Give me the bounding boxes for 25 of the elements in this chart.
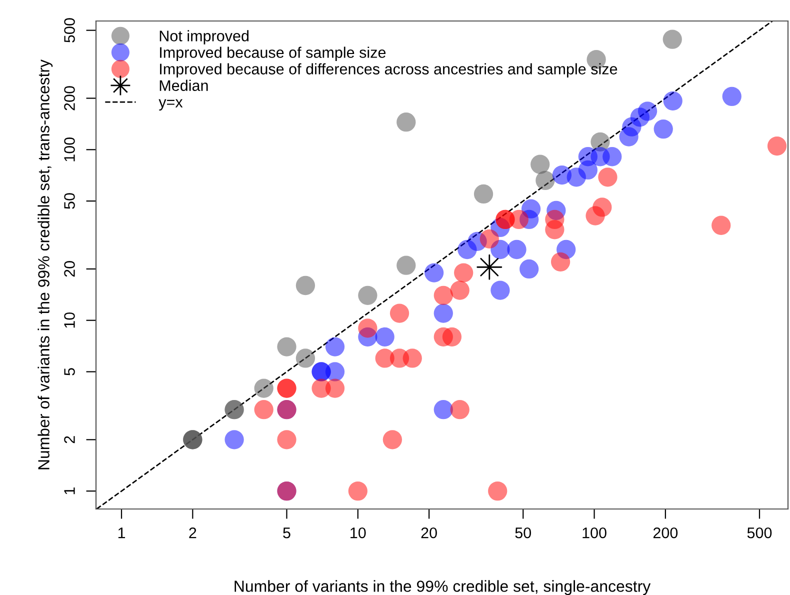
x-tick-label: 50 [515, 527, 532, 538]
legend-label: Median [160, 80, 208, 91]
x-tick-label: 200 [653, 527, 678, 538]
y-tick-label: 20 [64, 261, 75, 277]
y-tick-label: 200 [64, 86, 75, 110]
y-tick-label: 5 [64, 368, 75, 376]
legend-label: Not improved [160, 30, 249, 44]
legend-label: Improved because of differences across ancestries and sample size [160, 63, 618, 78]
x-axis-title: Number of variants in the 99% credible set, single-ancestry [234, 580, 651, 595]
y-tick-label: 50 [64, 193, 75, 209]
y-tick-label: 2 [64, 436, 75, 444]
x-tick-label: 500 [747, 527, 772, 538]
legend-label: y=x [158, 99, 183, 111]
x-tick-label: 1 [118, 528, 126, 538]
x-tick-label: 2 [189, 527, 196, 538]
x-tick-label: 5 [283, 528, 290, 538]
y-tick-label: 10 [64, 312, 75, 328]
x-tick-label: 100 [582, 527, 606, 538]
y-tick-label: 1 [64, 488, 75, 494]
legend-label: Improved because of sample size [160, 46, 386, 61]
y-tick-label: 100 [64, 137, 75, 162]
x-tick-label: 20 [421, 527, 437, 538]
y-tick-label: 500 [64, 18, 75, 42]
x-tick-label: 10 [350, 527, 366, 538]
y-axis-title: Number of variants in the 99% credible set, trans-ancestry [38, 60, 53, 470]
